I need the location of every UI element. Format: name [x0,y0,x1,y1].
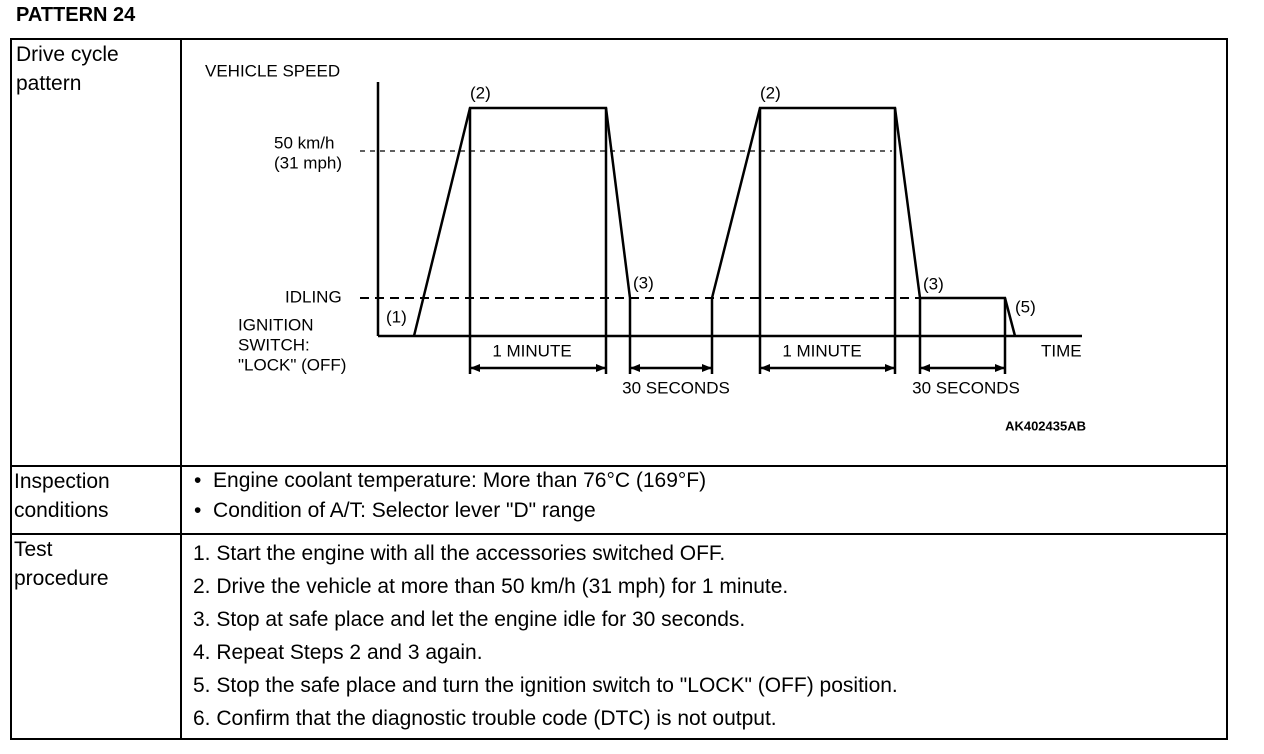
drive-cycle-diagram: VEHICLE SPEED 50 km/h (31 mph) IDLING IG… [205,61,1086,433]
ignition-label: "LOCK" (OFF) [238,355,346,374]
ignition-label: SWITCH: [238,335,310,354]
label-line: procedure [14,567,109,590]
point-label: (1) [386,307,407,326]
point-label: (5) [1015,297,1036,316]
step: 4. Repeat Steps 2 and 3 again. [193,641,483,664]
row-divider [10,465,1228,467]
label-line: Drive cycle [16,43,119,66]
label-line: Test [14,538,53,561]
duration-label: 1 MINUTE [782,341,861,360]
row-divider [10,533,1228,535]
title: PATTERN 24 [16,4,136,26]
row-label: Drive cycle pattern [16,40,119,98]
duration-label: 30 SECONDS [912,378,1020,397]
conditions-list: • Engine coolant temperature: More than … [194,466,706,526]
speed-profile [710,106,1017,337]
label-line: conditions [14,499,109,522]
point-label: (3) [923,274,944,293]
ignition-label: IGNITION [238,315,314,334]
idling-label: IDLING [285,287,342,306]
interval-markers [468,108,1007,374]
label-line: pattern [16,72,82,95]
step: 1. Start the engine with all the accesso… [193,542,726,565]
bullet-item: • Condition of A/T: Selector lever "D" r… [194,499,596,522]
procedure-list: 1. Start the engine with all the accesso… [193,537,898,735]
step: 6. Confirm that the diagnostic trouble c… [193,707,777,730]
point-label: (2) [760,83,781,102]
axis-label: VEHICLE SPEED [205,61,340,80]
column-divider [180,38,182,740]
row-label: Inspection conditions [14,467,110,525]
speed-profile [412,106,632,337]
speed-label: 50 km/h [274,133,334,152]
step: 3. Stop at safe place and let the engine… [193,608,746,631]
step: 2. Drive the vehicle at more than 50 km/… [193,575,789,598]
point-label: (3) [633,273,654,292]
duration-label: 1 MINUTE [492,341,571,360]
item-text: Condition of A/T: Selector lever "D" ran… [213,499,596,522]
table-frame [10,38,1228,740]
step: 5. Stop the safe place and turn the igni… [193,674,898,697]
row-label: Test procedure [14,535,109,593]
figure-id: AK402435AB [1005,418,1086,433]
axis-label: TIME [1041,341,1082,360]
speed-label: (31 mph) [274,153,342,172]
point-label: (2) [470,83,491,102]
item-text: Engine coolant temperature: More than 76… [213,469,707,492]
duration-label: 30 SECONDS [622,378,730,397]
bullet-item: • Engine coolant temperature: More than … [194,469,707,492]
label-line: Inspection [14,470,110,493]
